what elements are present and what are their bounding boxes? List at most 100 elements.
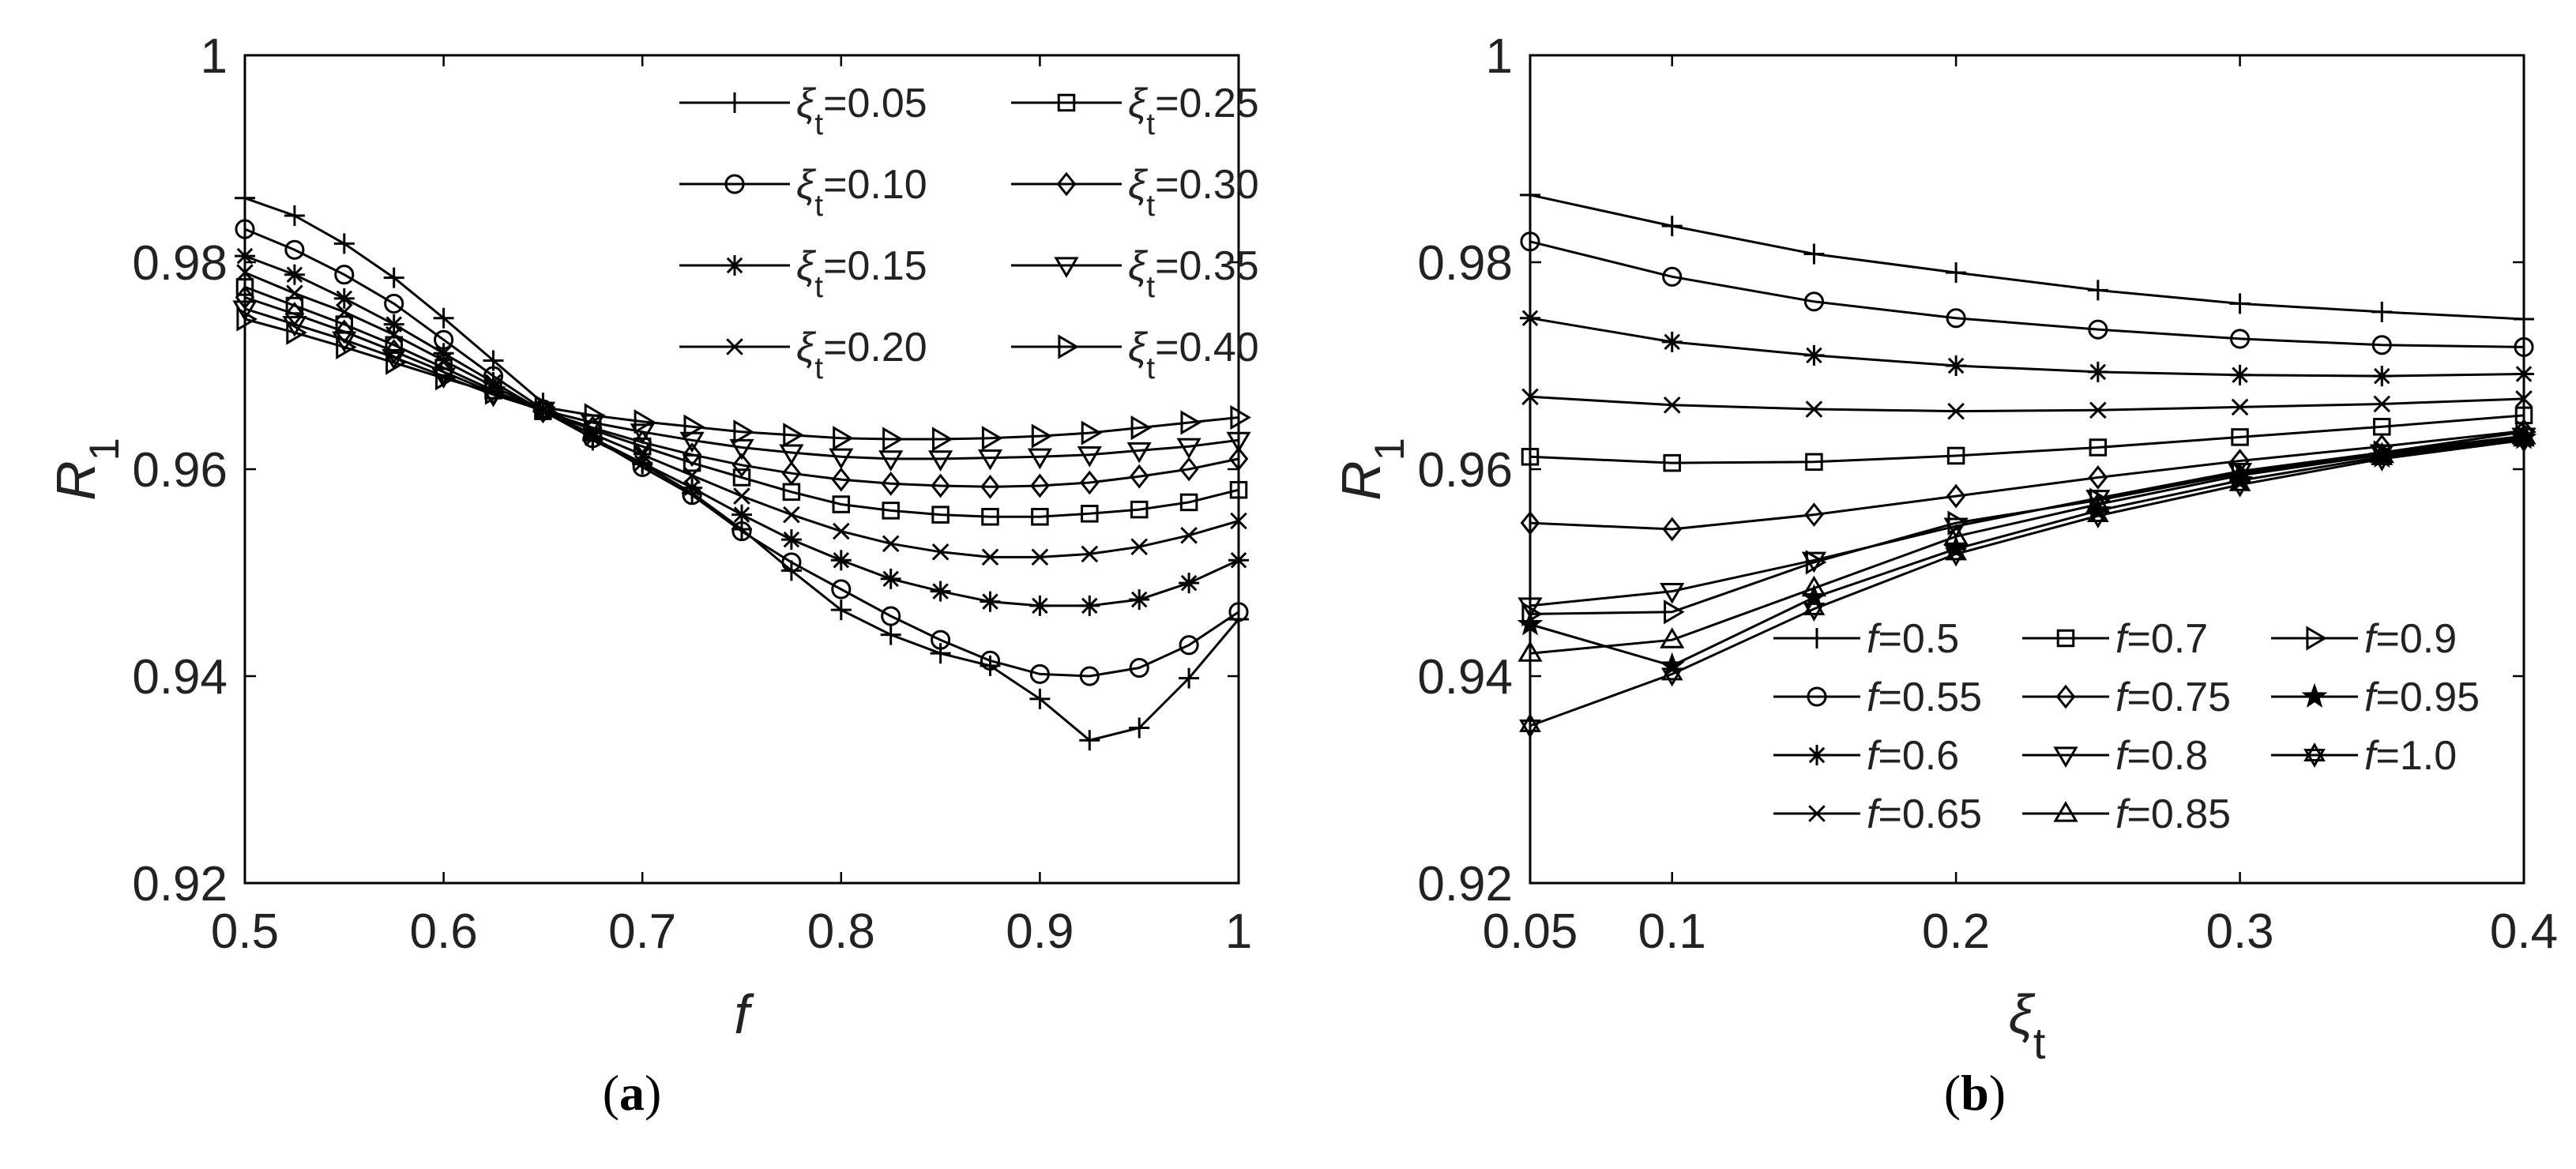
data-point (1027, 448, 1053, 470)
legend-label: ξt=0.30 (1128, 162, 1259, 223)
data-point (931, 630, 951, 650)
series-line (1529, 438, 2525, 727)
legend-entry: ξt=0.15 (679, 243, 927, 304)
data-point (383, 267, 404, 288)
data-point (484, 380, 506, 405)
data-point (1229, 480, 1248, 499)
legend-entry: ξt=0.20 (679, 325, 927, 385)
x-tick-label: 0.6 (409, 904, 477, 959)
data-point (1030, 473, 1050, 498)
series-f0-5 (1520, 184, 2534, 330)
data-point (1228, 446, 1249, 472)
data-point (2371, 301, 2393, 322)
series-line (244, 318, 1239, 441)
legend-marker (724, 174, 745, 194)
legend-marker (2053, 801, 2078, 822)
x-tick-label: 0.9 (1006, 904, 1074, 959)
data-point (1130, 415, 1153, 441)
data-point (1230, 512, 1247, 530)
y-tick-label: 1 (1486, 29, 1513, 84)
data-point (2371, 366, 2393, 387)
data-point (2088, 319, 2108, 340)
x-tick-label: 0.05 (1483, 904, 1578, 959)
data-point (284, 239, 305, 260)
data-point (682, 442, 702, 468)
data-point (286, 320, 307, 345)
data-point (2086, 502, 2109, 529)
data-point (832, 495, 851, 513)
legend-marker (2303, 742, 2326, 768)
data-point (1663, 396, 1681, 414)
data-point (1130, 538, 1149, 556)
data-point (235, 278, 254, 296)
data-point (1031, 548, 1049, 566)
data-point (1031, 423, 1053, 449)
data-point (634, 409, 656, 434)
data-point (1179, 573, 1200, 594)
legend: f=0.5 f=0.55 f=0.6 f=0.65 f=0.7 f=0.75 f=0.8 f=… (1773, 616, 2480, 837)
data-point (832, 522, 850, 540)
data-point (1228, 550, 1249, 571)
data-point (683, 414, 705, 439)
data-point (1520, 231, 1540, 252)
data-point (2089, 438, 2108, 457)
data-point (1946, 355, 1967, 376)
series-t0-25 (235, 278, 1248, 526)
data-point (1660, 627, 1685, 648)
data-point (1228, 602, 1249, 622)
data-point (2514, 406, 2533, 425)
data-point (1079, 470, 1100, 495)
data-point (927, 450, 953, 472)
legend-label: f=1.0 (2364, 733, 2457, 779)
legend-label: ξt=0.15 (796, 243, 927, 304)
y-tick-label: 0.98 (132, 236, 228, 291)
data-point (284, 205, 305, 227)
data-point (829, 448, 854, 470)
legend-label: ξt=0.20 (796, 325, 927, 385)
series-line (1529, 437, 2525, 667)
legend-marker (1056, 171, 1077, 197)
data-point (732, 468, 751, 487)
legend-label: ξt=0.35 (1128, 243, 1259, 304)
data-point (2514, 309, 2534, 330)
data-point (1517, 611, 1544, 636)
chart-panel-a: 0.5 0.6 0.7 0.8 0.9 1 0.92 0.94 0.96 0.98 1 R1 f (a) ξ… (45, 29, 1259, 1121)
data-point (1179, 667, 1200, 689)
series-line (244, 227, 1239, 678)
data-point (2230, 329, 2251, 349)
legend-entry: f=0.55 (1773, 675, 1982, 720)
data-point (235, 187, 255, 209)
data-point (731, 504, 752, 525)
y-axis-label: R1 (1330, 438, 1413, 501)
data-point (2514, 363, 2534, 385)
legend-entry: f=0.75 (2022, 675, 2231, 720)
legend-label: ξt=0.05 (796, 81, 927, 141)
data-point (2373, 395, 2391, 413)
data-point (1029, 595, 1051, 616)
data-point (1079, 595, 1100, 616)
legend-label: ξt=0.40 (1128, 325, 1259, 385)
legend-entry: f=0.5 (1773, 616, 1959, 662)
x-tick-label: 0.7 (608, 904, 676, 959)
data-point (1946, 483, 1966, 509)
data-point (1664, 600, 1685, 625)
series-line (1529, 240, 2525, 348)
y-tick-label: 1 (201, 29, 228, 84)
x-axis-label: ξt (2009, 983, 2046, 1068)
data-point (2087, 361, 2108, 382)
series-f0-6 (1520, 307, 2534, 387)
legend-entry: f=0.85 (2022, 791, 2231, 837)
legend-entry: f=0.9 (2271, 616, 2457, 662)
data-point (1520, 510, 1540, 536)
chart-panel-b: 0.05 0.1 0.2 0.3 0.4 0.92 0.94 0.96 0.98 1 R1 ξt(b)… (1330, 29, 2558, 1121)
data-point (1130, 500, 1149, 519)
data-point (2087, 280, 2108, 301)
series-line (1529, 395, 2525, 413)
legend-label: f=0.95 (2364, 675, 2480, 720)
data-point (1230, 404, 1251, 430)
data-point (1805, 400, 1823, 418)
data-point (783, 506, 800, 524)
data-point (783, 423, 804, 448)
data-point (830, 600, 852, 621)
